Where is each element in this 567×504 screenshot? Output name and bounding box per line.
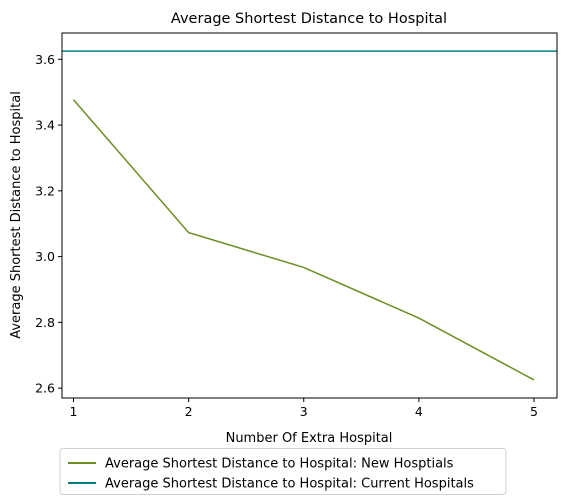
y-axis: 2.6 2.8 3.0 3.2 3.4 3.6 (35, 52, 62, 396)
y-tick-label: 2.8 (35, 315, 55, 330)
y-tick-label: 3.2 (35, 183, 55, 198)
x-tick-label: 1 (70, 404, 78, 419)
legend-entry-label: Average Shortest Distance to Hospital: N… (105, 457, 454, 472)
x-axis: 1 2 3 4 5 (70, 398, 538, 419)
x-tick-label: 3 (300, 404, 308, 419)
y-tick-label: 3.0 (35, 249, 55, 264)
y-axis-label: Average Shortest Distance to Hospital (9, 91, 24, 339)
y-tick-label: 2.6 (35, 381, 55, 396)
legend-entry-label: Average Shortest Distance to Hospital: C… (105, 477, 474, 492)
series-new-hospitals-line (72, 99, 535, 381)
plot-frame (61, 32, 558, 399)
x-tick-label: 5 (530, 404, 538, 419)
plot-content (62, 50, 557, 381)
x-axis-label: Number Of Extra Hospital (226, 431, 393, 446)
chart-title: Average Shortest Distance to Hospital (171, 11, 447, 27)
legend: Average Shortest Distance to Hospital: N… (59, 448, 507, 495)
y-tick-label: 3.6 (35, 52, 55, 67)
x-tick-label: 2 (185, 404, 193, 419)
legend-frame (59, 448, 507, 495)
x-tick-label: 4 (415, 404, 423, 419)
y-tick-label: 3.4 (35, 118, 55, 133)
